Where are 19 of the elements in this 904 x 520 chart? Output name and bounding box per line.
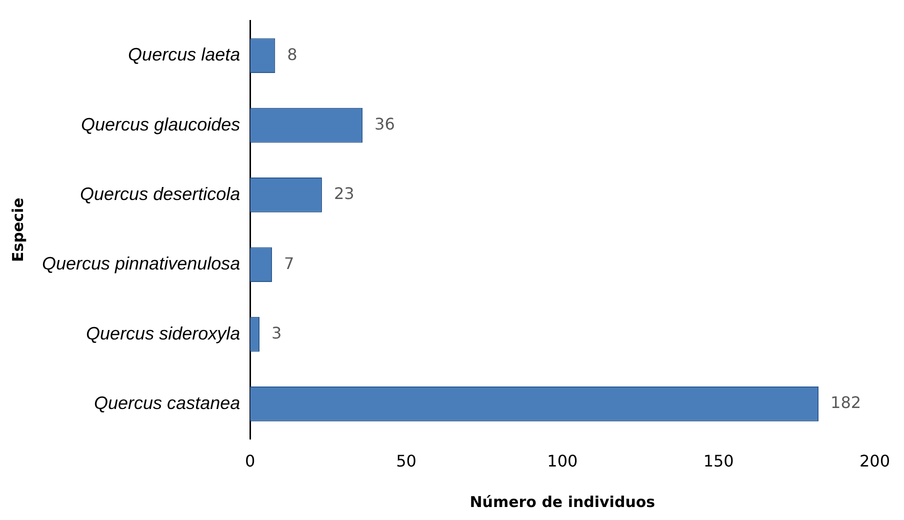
x-tick-label: 200 [859,452,890,471]
x-axis-title: Número de individuos [470,492,656,511]
y-tick-label: Quercus sideroxyla [86,323,240,344]
data-label: 7 [284,254,294,273]
data-label: 3 [271,323,282,342]
data-label: 8 [287,44,298,64]
x-tick-label: 150 [703,452,734,471]
data-label: 23 [334,184,354,204]
y-tick-label: Quercus laeta [128,44,240,65]
x-tick-label: 100 [547,452,578,471]
y-tick-label: Quercus pinnativenulosa [42,254,240,274]
data-label: 182 [830,393,862,412]
y-tick-label: Quercus glaucoides [81,114,240,134]
data-label: 36 [374,114,395,134]
x-tick-label: 0 [245,452,256,471]
y-tick-label: Quercus deserticola [80,184,240,204]
y-tick-label: Quercus castanea [94,392,240,413]
x-tick-label: 50 [396,452,416,471]
y-axis-title: Especie [8,198,27,262]
